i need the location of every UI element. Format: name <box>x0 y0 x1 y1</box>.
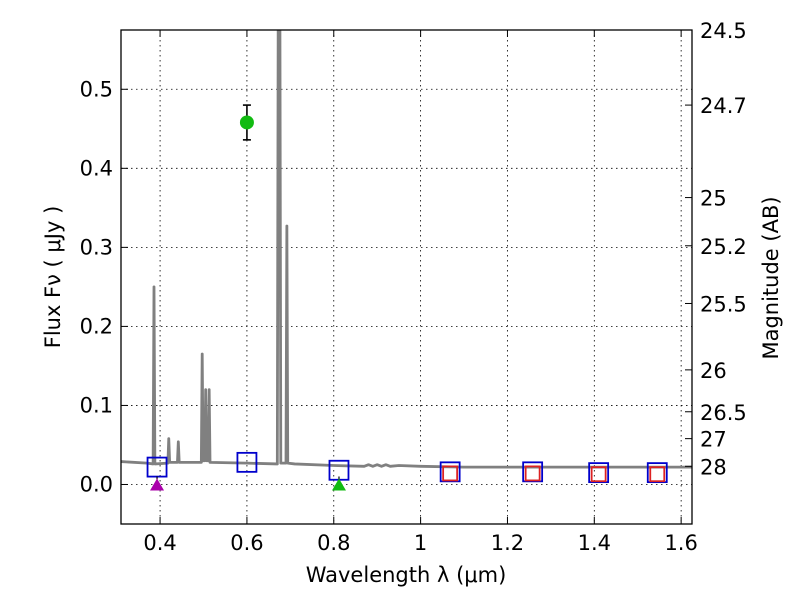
model-square <box>522 461 544 483</box>
y-axis-label: Flux Fν ( μJy ) <box>41 206 65 349</box>
x-tick-label: 1.4 <box>578 531 611 555</box>
upper-limit-triangle <box>331 478 346 491</box>
y2-tick-label: 26.5 <box>700 401 747 425</box>
y2-tick-label: 27 <box>700 428 727 452</box>
y2-tick-label: 25 <box>700 187 727 211</box>
observed-square <box>649 466 666 483</box>
detection-point <box>239 115 254 130</box>
plot-frame <box>120 29 693 525</box>
data-series <box>121 30 692 491</box>
observed-square <box>590 466 607 483</box>
model-square <box>236 451 258 473</box>
y2-tick-label: 25.5 <box>700 292 747 316</box>
model-square <box>146 456 168 478</box>
model-square <box>646 462 668 484</box>
y2-tick-label: 26 <box>700 359 727 383</box>
x-tick-label: 1.2 <box>491 531 524 555</box>
upper-limit-triangle <box>150 478 165 491</box>
grid-lines <box>121 30 692 524</box>
y2-tick-label: 24.5 <box>700 19 747 43</box>
y2-tick-label: 25.2 <box>700 235 747 259</box>
x-axis-label: Wavelength λ (μm) <box>306 563 507 587</box>
axis-ticks: 0.4 0.6 0.8 1 1.2 1.4 1.6 0.0 0.1 0.2 0.3 0.4 0.5 24.… <box>80 19 747 555</box>
y-tick-label: 0.0 <box>80 472 113 496</box>
y2-axis-label: Magnitude (AB) <box>759 196 783 359</box>
x-tick-label: 1.6 <box>664 531 697 555</box>
model-square <box>439 461 461 483</box>
y2-tick-label: 24.7 <box>700 94 747 118</box>
y-tick-label: 0.2 <box>80 314 113 338</box>
y-tick-label: 0.3 <box>80 235 113 259</box>
x-tick-label: 0.6 <box>230 531 263 555</box>
model-square <box>588 462 610 484</box>
y-tick-label: 0.4 <box>80 156 113 180</box>
y-tick-label: 0.1 <box>80 393 113 417</box>
observed-square <box>442 465 459 482</box>
y-tick-label: 0.5 <box>80 77 113 101</box>
observed-square <box>524 465 541 482</box>
x-tick-label: 0.4 <box>143 531 176 555</box>
x-tick-label: 1 <box>414 531 427 555</box>
x-tick-label: 0.8 <box>317 531 350 555</box>
y2-tick-label: 28 <box>700 455 727 479</box>
plot-area <box>121 30 692 491</box>
sed-line <box>121 30 692 469</box>
